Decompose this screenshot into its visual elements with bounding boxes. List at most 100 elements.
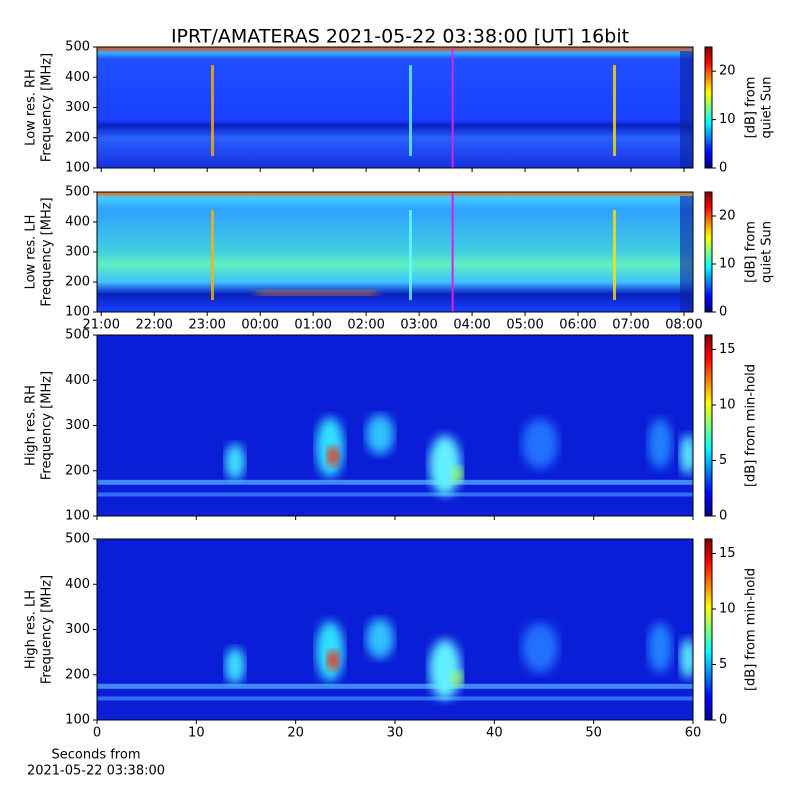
burst <box>613 65 616 156</box>
burst <box>327 446 339 467</box>
y-tick-label: 300 <box>65 100 90 115</box>
y-tick-label: 300 <box>65 245 90 260</box>
burst <box>680 638 693 679</box>
burst <box>648 418 672 469</box>
spectrogram-bg <box>97 47 693 168</box>
spectrogram-bg <box>97 335 693 516</box>
band <box>97 492 693 497</box>
x-tick-label: 08:00 <box>665 318 702 333</box>
y-tick-label: 500 <box>65 328 90 343</box>
colorbar-label: quiet Sun <box>760 221 775 283</box>
burst <box>451 466 463 483</box>
colorbar <box>704 46 713 169</box>
y-tick-label: 500 <box>65 185 90 200</box>
x-axis-label: 2021-05-22 03:38:00 <box>27 764 165 779</box>
burst <box>366 414 394 455</box>
burst <box>522 622 558 673</box>
colorbar-label: [dB] from <box>744 77 759 139</box>
spectrogram <box>97 335 693 516</box>
y-tick-label: 200 <box>65 667 90 682</box>
burst <box>366 618 394 659</box>
colorbar-tick-label: 10 <box>719 601 736 616</box>
y-tick-label: 200 <box>65 130 90 145</box>
y-axis-label: Frequency [MHz] <box>40 197 55 306</box>
burst <box>257 290 377 296</box>
x-tick-label: 04:00 <box>453 318 490 333</box>
x-tick-label: 05:00 <box>506 318 543 333</box>
x-tick-label: 60 <box>685 726 702 741</box>
x-tick-label: 21:00 <box>83 318 120 333</box>
y-axis-label: Low res. RH <box>24 69 39 146</box>
y-tick-label: 500 <box>65 532 90 547</box>
burst <box>316 621 344 682</box>
y-tick-label: 100 <box>65 509 90 524</box>
y-tick-label: 300 <box>65 622 90 637</box>
colorbar-tick-label: 10 <box>719 112 736 127</box>
x-tick-label: 40 <box>486 726 503 741</box>
colorbar-label: [dB] from <box>744 221 759 283</box>
burst <box>680 434 693 475</box>
x-tick-label: 10 <box>188 726 205 741</box>
y-tick-label: 100 <box>65 713 90 728</box>
colorbar-tick-label: 20 <box>719 64 736 79</box>
burst <box>225 443 245 480</box>
x-tick-label: 50 <box>585 726 602 741</box>
y-axis-label: High res. RH <box>24 385 39 466</box>
x-tick-label: 01:00 <box>294 318 331 333</box>
y-tick-label: 400 <box>65 373 90 388</box>
colorbar-tick-label: 0 <box>719 713 727 728</box>
x-tick-label: 22:00 <box>135 318 172 333</box>
colorbar-tick-label: 20 <box>719 209 736 224</box>
x-tick-label: 23:00 <box>188 318 225 333</box>
y-tick-label: 300 <box>65 418 90 433</box>
burst <box>316 417 344 478</box>
colorbar <box>704 334 713 517</box>
y-tick-label: 400 <box>65 70 90 85</box>
y-axis-label: Frequency [MHz] <box>40 53 55 162</box>
y-tick-label: 100 <box>65 161 90 176</box>
y-axis-label: Frequency [MHz] <box>40 575 55 684</box>
colorbar-tick-label: 10 <box>719 257 736 272</box>
burst <box>409 210 412 300</box>
y-axis-label: High res. LH <box>24 590 39 669</box>
x-tick-label: 00:00 <box>241 318 278 333</box>
burst <box>327 650 339 671</box>
y-axis-label: Low res. LH <box>24 215 39 290</box>
band <box>97 696 693 701</box>
y-axis-label: Frequency [MHz] <box>40 371 55 480</box>
burst <box>225 647 245 684</box>
burst <box>648 622 672 673</box>
x-tick-label: 30 <box>387 726 404 741</box>
spectrogram-bg <box>97 539 693 720</box>
burst <box>211 210 214 300</box>
colorbar-tick-label: 0 <box>719 161 727 176</box>
burst <box>429 435 461 496</box>
colorbar-tick-label: 0 <box>719 305 727 320</box>
burst <box>211 65 214 156</box>
band <box>97 683 693 689</box>
figure-title: IPRT/AMATERAS 2021-05-22 03:38:00 [UT] 1… <box>171 26 629 48</box>
colorbar-tick-label: 15 <box>719 342 736 357</box>
edge-band <box>680 51 693 168</box>
spectrogram <box>97 192 693 312</box>
edge-band <box>680 196 693 312</box>
burst <box>613 210 616 300</box>
x-tick-label: 03:00 <box>400 318 437 333</box>
y-tick-label: 400 <box>65 577 90 592</box>
burst <box>522 418 558 469</box>
colorbar-tick-label: 0 <box>719 509 727 524</box>
colorbar-label: [dB] from min-hold <box>744 364 759 487</box>
colorbar-label: [dB] from min-hold <box>744 568 759 691</box>
colorbar-tick-label: 5 <box>719 453 727 468</box>
colorbar-label: quiet Sun <box>760 76 775 138</box>
x-axis-label: Seconds from <box>51 748 140 763</box>
colorbar-tick-label: 5 <box>719 657 727 672</box>
colorbar <box>704 538 713 721</box>
colorbar <box>704 191 713 313</box>
x-tick-label: 0 <box>93 726 101 741</box>
y-tick-label: 100 <box>65 305 90 320</box>
band <box>97 479 693 485</box>
x-tick-label: 07:00 <box>612 318 649 333</box>
x-tick-label: 20 <box>287 726 304 741</box>
